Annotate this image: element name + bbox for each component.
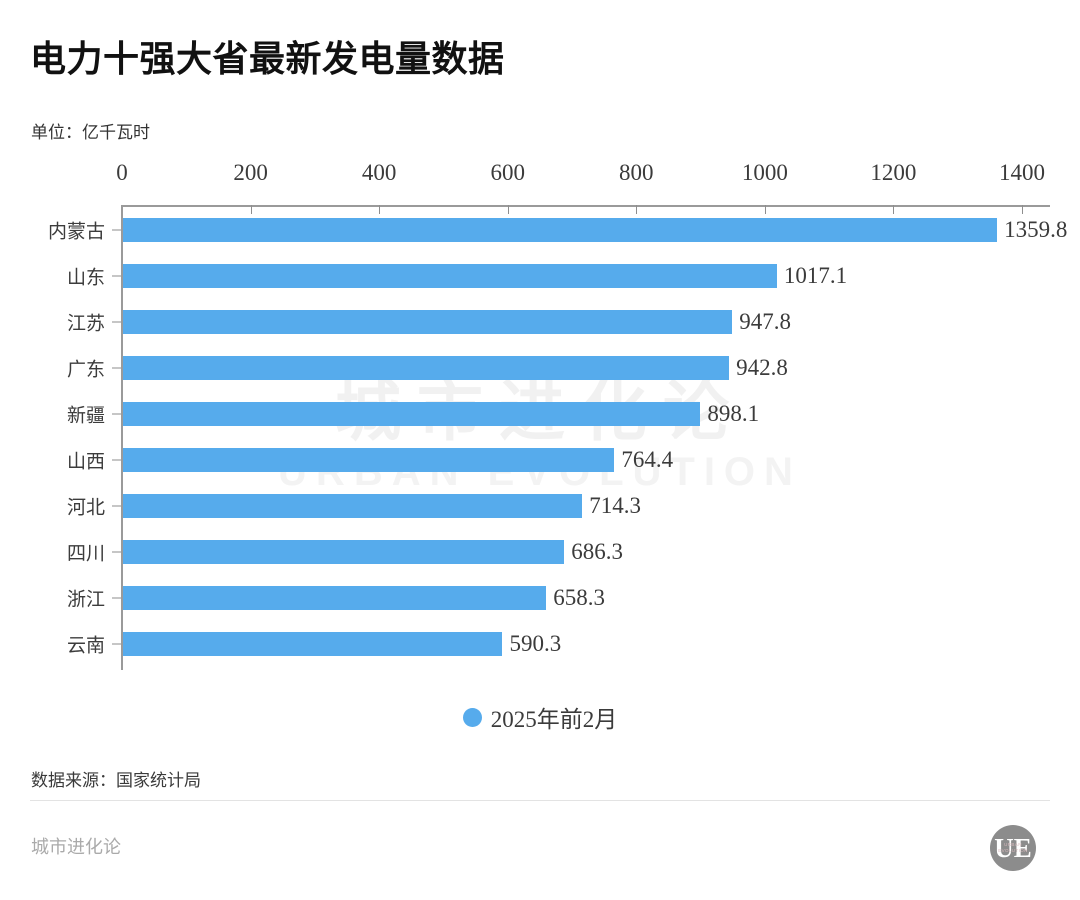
- x-axis-tick-label: 600: [490, 160, 525, 185]
- bar[interactable]: [123, 402, 701, 426]
- x-axis-tick-label: 1200: [870, 160, 917, 185]
- legend-label: 2025年前2月: [490, 707, 618, 732]
- y-axis-tick: [112, 505, 121, 507]
- unit-label: 单位：亿千瓦时: [31, 123, 150, 142]
- x-axis-tick: [893, 205, 895, 214]
- bar-value-label: 764.4: [621, 447, 674, 472]
- category-label: 内蒙古: [47, 221, 105, 243]
- category-label: 云南: [66, 635, 105, 657]
- bar-row: 浙江 658.3: [0, 575, 1080, 621]
- x-axis-tick: [379, 205, 381, 214]
- bar[interactable]: [123, 310, 733, 334]
- x-axis-tick-label: 1400: [999, 160, 1045, 185]
- bar-row: 河北 714.3: [0, 483, 1080, 529]
- bar-row: 内蒙古 1359.8: [0, 207, 1080, 253]
- bar[interactable]: [123, 494, 583, 518]
- svg-text:EVOLUTION: EVOLUTION: [998, 848, 1028, 853]
- footer-brand-name: 城市进化论: [31, 837, 121, 857]
- bar-value-label: 898.1: [707, 401, 760, 426]
- chart-plot-area: 城市进化论 URBAN EVOLUTION 020040060080010001…: [0, 160, 1080, 690]
- category-label: 江苏: [66, 313, 105, 335]
- x-axis-line: [122, 205, 1050, 207]
- y-axis-line: [121, 205, 123, 670]
- bar-value-label: 1359.8: [1004, 217, 1068, 242]
- bar-value-label: 686.3: [571, 539, 623, 564]
- x-axis-tick: [507, 205, 509, 214]
- footer-divider: [30, 800, 1050, 801]
- x-axis-tick-label: 1000: [741, 160, 788, 185]
- y-axis-tick: [112, 459, 121, 461]
- x-axis-tick-label: 0: [116, 160, 128, 185]
- category-label: 广东: [66, 359, 105, 381]
- bar-row: 新疆 898.1: [0, 391, 1080, 437]
- bar-row: 江苏 947.8: [0, 299, 1080, 345]
- svg-text:UE: UE: [994, 833, 1032, 863]
- y-axis-tick: [112, 275, 121, 277]
- category-label: 河北: [66, 497, 105, 519]
- y-axis-tick: [112, 413, 121, 415]
- bar-value-label: 714.3: [589, 493, 641, 518]
- bar[interactable]: [123, 586, 547, 610]
- category-label: 新疆: [66, 405, 105, 427]
- category-label: 四川: [66, 543, 105, 565]
- svg-text:URBAN: URBAN: [1004, 842, 1022, 847]
- bar-value-label: 1017.1: [783, 263, 848, 288]
- y-axis-tick: [112, 367, 121, 369]
- y-axis-tick: [112, 597, 121, 599]
- legend-marker-icon: [462, 707, 482, 727]
- bar-value-label: 658.3: [553, 585, 605, 610]
- x-axis-tick: [250, 205, 252, 214]
- bar[interactable]: [123, 218, 998, 242]
- bar[interactable]: [123, 264, 777, 288]
- x-axis-tick: [764, 205, 766, 214]
- category-label: 山东: [66, 267, 105, 289]
- y-axis-tick: [112, 229, 121, 231]
- x-axis-tick-label: 800: [619, 160, 654, 185]
- bar-series: 内蒙古 1359.8 山东 1017.1 江苏 947.8 广东 942.8 新疆 898.1 山西…: [0, 160, 1080, 660]
- bar-row: 四川 686.3: [0, 529, 1080, 575]
- bar[interactable]: [123, 356, 730, 380]
- bar-value-label: 590.3: [509, 631, 562, 656]
- data-source-note: 数据来源：国家统计局: [31, 771, 201, 790]
- bar-value-label: 947.8: [739, 309, 792, 334]
- category-label: 山西: [66, 451, 105, 473]
- x-axis-tick-label: 200: [233, 160, 268, 185]
- y-axis-tick: [112, 551, 121, 553]
- bar-row: 山西 764.4: [0, 437, 1080, 483]
- bar-row: 山东 1017.1: [0, 253, 1080, 299]
- bar-row: 云南 590.3: [0, 621, 1080, 667]
- bar[interactable]: [123, 632, 503, 656]
- bar-value-label: 942.8: [736, 355, 788, 380]
- chart-legend: 2025年前2月: [0, 700, 1080, 734]
- page-title: 电力十强大省最新发电量数据: [30, 39, 505, 79]
- x-axis-tick-label: 400: [361, 160, 397, 185]
- y-axis-tick: [112, 321, 121, 323]
- category-label: 浙江: [66, 589, 105, 611]
- bar[interactable]: [123, 448, 615, 472]
- bar-row: 广东 942.8: [0, 345, 1080, 391]
- x-axis-tick: [1022, 205, 1023, 214]
- y-axis-tick: [112, 643, 121, 645]
- ue-logo-icon: UE URBAN EVOLUTION: [985, 820, 1041, 876]
- x-axis-tick: [636, 205, 638, 214]
- bar[interactable]: [123, 540, 565, 564]
